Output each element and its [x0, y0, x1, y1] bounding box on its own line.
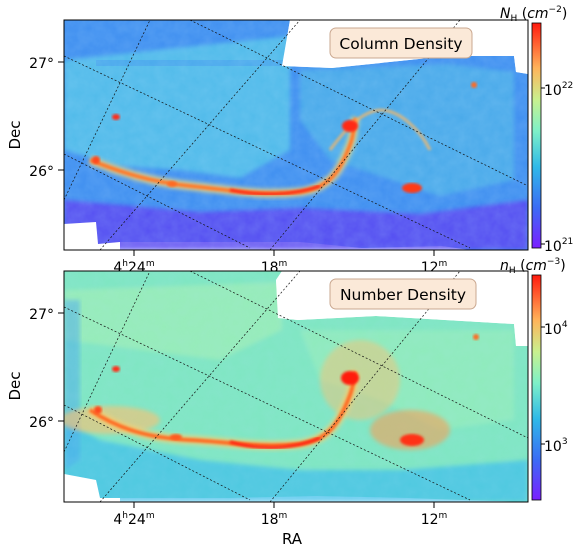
- bottom-cbar-tick-1e4: 104: [544, 320, 568, 338]
- top-axes-frame: [63, 19, 529, 251]
- bottom-axes-frame: [63, 270, 529, 503]
- top-cbar-tick-1e22: 1022: [544, 81, 573, 99]
- bottom-ticks: [58, 312, 435, 508]
- bottom-cbar-tick-1e3: 103: [544, 437, 568, 455]
- top-ticks: [58, 61, 435, 256]
- top-cbar-tick-1e21: 1021: [544, 237, 573, 255]
- column-density-panel: 27° 26° Dec 4h24m 18m 12m Column Density…: [6, 5, 573, 276]
- top-ytick-27: 27°: [29, 56, 54, 72]
- bottom-xtick-12m: 12m: [421, 511, 448, 528]
- bottom-ylabel: Dec: [6, 371, 24, 400]
- bottom-xtick-18m: 18m: [261, 511, 288, 528]
- bottom-colorbar: [531, 274, 542, 501]
- bottom-cbar-label: nH (cm−3): [500, 257, 566, 276]
- bottom-title-box: [329, 278, 477, 310]
- top-colorbar: [531, 22, 542, 249]
- bottom-ytick-27: 27°: [29, 307, 54, 323]
- top-title-box: [329, 27, 473, 59]
- number-density-panel: 27° 26° Dec 4h24m 18m 12m RA Number Dens…: [6, 257, 568, 548]
- top-ytick-26: 26°: [29, 164, 54, 180]
- bottom-panel-title: Number Density: [340, 286, 466, 304]
- top-cbar-label: NH (cm−2): [500, 5, 567, 24]
- bottom-ytick-26: 26°: [29, 415, 54, 431]
- top-panel-title: Column Density: [339, 35, 462, 53]
- bottom-xlabel: RA: [282, 530, 303, 548]
- top-ylabel: Dec: [6, 120, 24, 149]
- bottom-xtick-4h24m: 4h24m: [113, 511, 154, 528]
